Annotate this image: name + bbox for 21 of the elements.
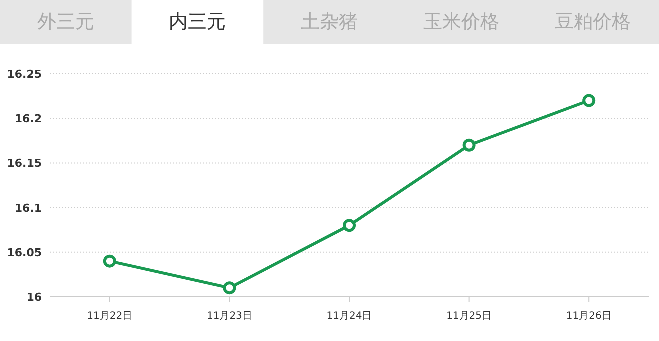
x-tick-label: 11月24日 (326, 311, 372, 322)
y-tick-label: 16.2 (14, 112, 42, 126)
y-tick-label: 16.05 (7, 246, 42, 260)
text: 玉米价格 (423, 11, 500, 33)
text: 豆粕价格 (555, 11, 632, 33)
x-tick-label: 11月23日 (206, 311, 252, 322)
x-tick-label: 11月25日 (446, 311, 492, 322)
y-tick-label: 16.25 (7, 68, 42, 81)
point (343, 219, 356, 232)
point (582, 94, 596, 108)
y-tick-label: 16.15 (7, 157, 42, 170)
point (462, 138, 476, 152)
text: 内三元 (169, 11, 226, 33)
x-tick-label: 11月26日 (566, 311, 612, 322)
y-tick-label: 16 (26, 291, 42, 304)
text: 外三元 (37, 11, 94, 33)
point (223, 282, 236, 295)
x-tick-label: 11月22日 (87, 311, 133, 322)
y-tick-label: 16.1 (14, 202, 42, 215)
point (103, 254, 116, 268)
text: 土杂猪 (301, 11, 358, 33)
